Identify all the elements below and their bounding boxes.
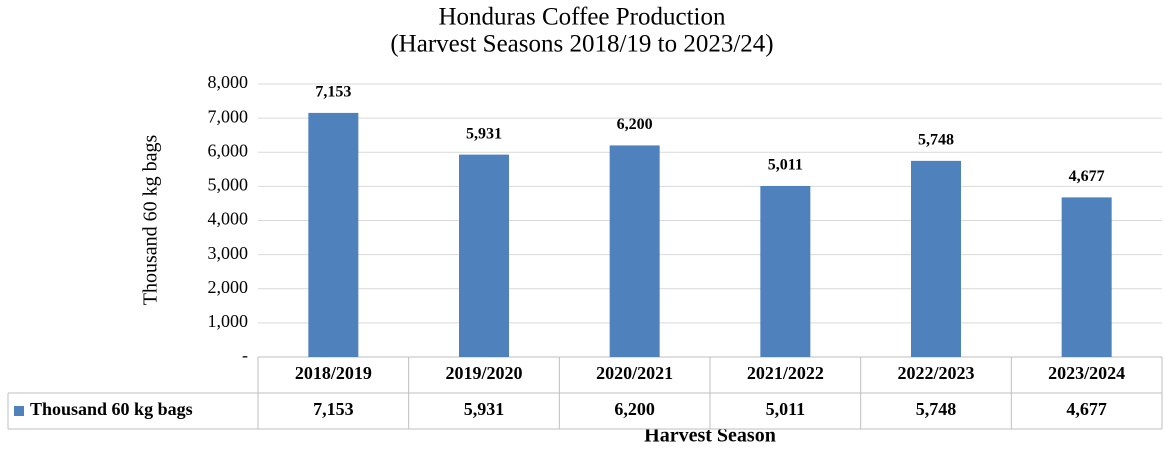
bar: [459, 154, 509, 357]
chart-subtitle: (Harvest Seasons 2018/19 to 2023/24): [390, 31, 773, 58]
y-axis-label: Thousand 60 kg bags: [140, 135, 162, 306]
table-value: 4,677: [1066, 399, 1107, 419]
data-label: 5,011: [768, 157, 803, 174]
chart-title: Honduras Coffee Production: [439, 4, 726, 31]
table-value: 5,011: [766, 399, 806, 419]
y-tick-label: 1,000: [208, 311, 249, 331]
x-tick-label: 2023/2024: [1048, 363, 1125, 383]
y-tick-label: 5,000: [208, 175, 249, 195]
y-tick-label: 6,000: [208, 140, 249, 160]
legend-label: Thousand 60 kg bags: [30, 399, 193, 419]
y-tick-label: 3,000: [208, 243, 249, 263]
x-tick-label: 2021/2022: [747, 363, 824, 383]
data-label: 4,677: [1069, 168, 1105, 185]
bar: [609, 145, 660, 357]
bar: [1061, 197, 1112, 357]
x-tick-label: 2019/2020: [445, 363, 522, 383]
y-tick-label: -: [242, 345, 248, 365]
data-label: 5,748: [918, 132, 954, 149]
x-tick-label: 2020/2021: [596, 363, 673, 383]
y-tick-label: 2,000: [208, 277, 249, 297]
data-label: 7,153: [315, 84, 351, 101]
x-axis-label: Harvest Season: [644, 425, 776, 447]
table-value: 5,931: [464, 399, 505, 419]
y-tick-label: 7,000: [208, 106, 249, 126]
table-value: 7,153: [313, 399, 354, 419]
data-label: 5,931: [466, 125, 502, 142]
x-tick-label: 2018/2019: [295, 363, 372, 383]
bar: [308, 112, 359, 358]
table-value: 6,200: [614, 399, 655, 419]
bar: [911, 160, 961, 357]
legend-swatch: [14, 406, 24, 416]
x-tick-label: 2022/2023: [897, 363, 974, 383]
table-value: 5,748: [916, 399, 957, 419]
data-label: 6,200: [617, 116, 653, 133]
y-tick-label: 8,000: [208, 72, 249, 92]
y-tick-label: 4,000: [208, 209, 249, 229]
bar: [760, 185, 811, 357]
